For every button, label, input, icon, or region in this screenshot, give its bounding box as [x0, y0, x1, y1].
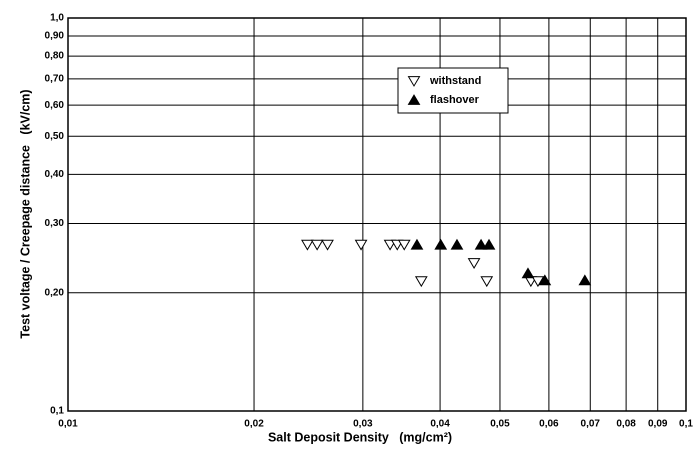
- legend-box: [397, 67, 509, 114]
- x-tick-label: 0,1: [679, 419, 693, 430]
- data-point: [474, 238, 488, 250]
- data-point: [467, 258, 481, 269]
- data-point: [482, 238, 496, 250]
- legend-marker: [407, 94, 421, 105]
- x-tick-label: 0,01: [58, 419, 78, 430]
- data-point: [414, 276, 428, 288]
- data-point: [301, 239, 314, 251]
- data-point: [434, 238, 448, 250]
- data-point: [480, 276, 494, 288]
- y-tick-label: 0,60: [45, 100, 65, 111]
- y-tick-label: 0,40: [45, 169, 65, 180]
- data-point: [521, 267, 535, 279]
- y-tick-label: 0,80: [45, 51, 65, 62]
- data-point: [310, 239, 324, 251]
- plot-area: [67, 17, 687, 412]
- x-tick-label: 0,08: [616, 419, 636, 430]
- x-tick-label: 0,04: [430, 419, 450, 430]
- data-point: [397, 239, 411, 251]
- x-tick-label: 0,09: [648, 419, 668, 430]
- x-tick-label: 0,05: [490, 419, 510, 430]
- data-point: [450, 238, 464, 250]
- data-point: [321, 239, 334, 251]
- data-point: [531, 276, 545, 288]
- y-tick-label: 0,30: [45, 218, 65, 229]
- y-tick-label: 0,50: [45, 131, 65, 142]
- data-point: [410, 238, 424, 250]
- legend-text: flashover: [430, 94, 480, 106]
- data-point: [354, 239, 368, 251]
- x-tick-label: 0,07: [581, 419, 601, 430]
- x-tick-label: 0,06: [539, 419, 559, 430]
- y-tick-label: 0,20: [45, 287, 65, 298]
- y-tick-label: 0,1: [50, 406, 64, 417]
- legend-marker: [407, 76, 421, 87]
- y-axis-title: Test voltage / Creepage distance (kV/cm): [18, 89, 32, 338]
- x-tick-label: 0,02: [244, 419, 264, 430]
- x-axis-title: Salt Deposit Density (mg/cm²): [268, 430, 452, 444]
- data-point: [578, 274, 592, 286]
- x-tick-label: 0,03: [353, 419, 373, 430]
- y-tick-label: 0,70: [45, 74, 65, 85]
- legend-text: withstand: [429, 75, 481, 87]
- y-tick-label: 0,90: [45, 31, 65, 42]
- data-point: [538, 274, 552, 286]
- y-tick-label: 1,0: [50, 13, 64, 24]
